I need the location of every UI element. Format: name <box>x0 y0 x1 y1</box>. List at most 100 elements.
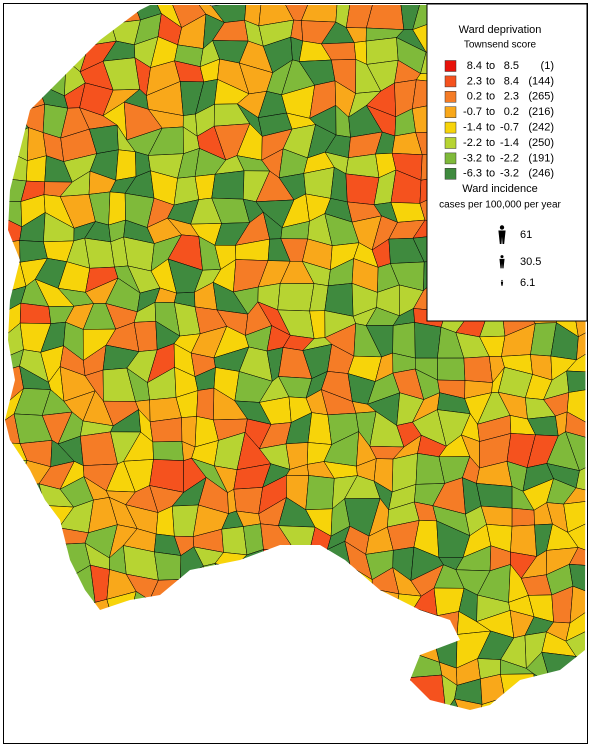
legend-swatch <box>444 91 457 103</box>
ward <box>171 591 197 624</box>
legend-from: 2.3 <box>467 75 482 87</box>
ward <box>149 741 181 748</box>
ward <box>110 656 138 689</box>
icon-body <box>498 230 506 244</box>
ward <box>321 618 348 641</box>
ward <box>111 637 134 662</box>
ward <box>146 630 184 665</box>
ward <box>334 678 361 701</box>
ward <box>395 726 413 748</box>
ward <box>48 41 71 61</box>
ward <box>84 722 110 748</box>
ward <box>330 695 356 710</box>
ward <box>61 722 90 748</box>
ward <box>24 576 42 600</box>
icon-body <box>499 258 505 269</box>
ward <box>543 679 579 700</box>
legend-count: (191) <box>528 152 554 164</box>
legend-from: 0.2 <box>467 91 482 103</box>
legend-to: -1.4 <box>500 137 519 149</box>
ward <box>268 630 286 659</box>
ward <box>87 674 112 706</box>
legend-from: 8.4 <box>467 60 482 72</box>
legend-count: (265) <box>528 91 554 103</box>
ward <box>576 323 586 361</box>
ward <box>563 499 586 533</box>
ward <box>259 566 288 600</box>
ward <box>87 656 113 686</box>
legend-separator: to <box>486 91 495 103</box>
ward <box>189 704 227 710</box>
ward <box>437 357 466 381</box>
incidence-icon <box>498 225 506 244</box>
incidence-label: 61 <box>520 229 532 241</box>
ward <box>5 526 20 556</box>
ward <box>172 724 200 748</box>
ward <box>5 674 21 709</box>
legend-separator: to <box>486 122 495 134</box>
ward <box>169 637 197 667</box>
ward <box>500 673 537 710</box>
ward <box>392 744 414 748</box>
ward <box>285 548 311 581</box>
icon-body <box>500 281 504 286</box>
legend-swatch <box>444 168 457 180</box>
ward <box>131 608 159 639</box>
ward <box>38 576 73 600</box>
ward <box>343 588 373 623</box>
ward <box>277 697 314 710</box>
ward <box>14 25 50 51</box>
legend-separator: to <box>486 137 495 149</box>
ward <box>127 729 149 748</box>
ward <box>566 346 586 373</box>
ward <box>411 703 447 710</box>
ward <box>195 563 229 598</box>
legend-swatch <box>444 75 457 88</box>
ward <box>510 524 537 557</box>
ward <box>170 674 200 710</box>
ward <box>108 191 126 226</box>
ward <box>92 5 112 30</box>
legend-count: (144) <box>528 75 554 87</box>
ward <box>585 631 586 660</box>
ward <box>305 587 337 623</box>
ward <box>563 487 586 505</box>
ward <box>18 553 50 579</box>
legend-to: -0.7 <box>500 122 519 134</box>
ward <box>278 672 313 710</box>
legend-to: -2.2 <box>500 152 519 164</box>
ward <box>300 579 334 600</box>
ward <box>565 631 586 660</box>
legend-count: (246) <box>528 168 554 180</box>
icon-head <box>499 225 505 230</box>
ward <box>149 417 183 443</box>
ward <box>265 590 288 621</box>
ward <box>38 543 73 578</box>
ward <box>366 5 405 30</box>
ward <box>190 637 220 667</box>
ward <box>236 611 273 640</box>
ward <box>107 724 128 748</box>
ward <box>196 387 215 421</box>
ward <box>61 740 90 748</box>
ward <box>248 673 268 710</box>
ward <box>277 283 315 312</box>
ward <box>130 630 151 658</box>
ward <box>80 609 116 639</box>
legend-count: (216) <box>528 106 554 118</box>
ward <box>394 607 415 640</box>
legend-to: 8.4 <box>504 75 519 87</box>
ward <box>218 665 250 686</box>
ward <box>68 5 96 30</box>
ward <box>365 37 399 65</box>
ward <box>152 441 184 461</box>
legend-title: Ward incidence <box>462 183 537 195</box>
ward <box>195 665 220 681</box>
ward <box>576 725 591 748</box>
legend-count: (1) <box>541 60 554 72</box>
ward <box>585 418 586 447</box>
ward <box>13 657 49 676</box>
ward <box>62 631 91 658</box>
ward <box>331 566 360 603</box>
incidence-label: 6.1 <box>520 277 535 289</box>
